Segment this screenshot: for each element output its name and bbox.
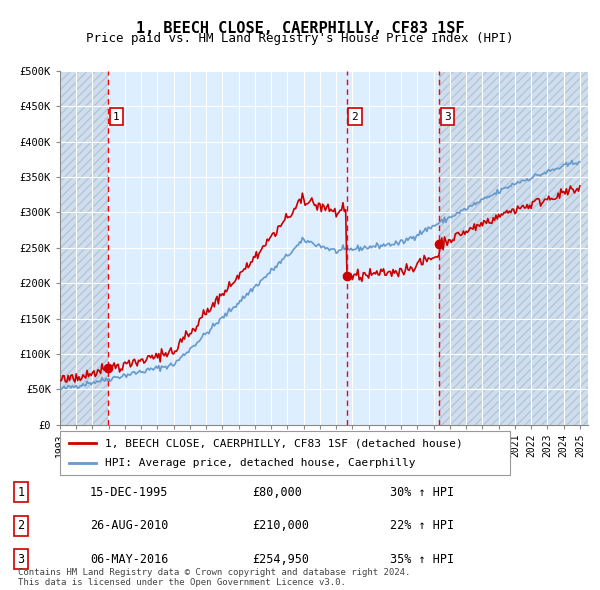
Text: 2: 2	[352, 112, 358, 122]
Text: 26-AUG-2010: 26-AUG-2010	[90, 519, 169, 532]
Text: 22% ↑ HPI: 22% ↑ HPI	[390, 519, 454, 532]
Bar	[60, 71, 108, 425]
Text: 35% ↑ HPI: 35% ↑ HPI	[390, 553, 454, 566]
Text: 30% ↑ HPI: 30% ↑ HPI	[390, 486, 454, 499]
Text: 3: 3	[444, 112, 451, 122]
Text: 1: 1	[113, 112, 120, 122]
Text: 1: 1	[17, 486, 25, 499]
Text: 1, BEECH CLOSE, CAERPHILLY, CF83 1SF (detached house): 1, BEECH CLOSE, CAERPHILLY, CF83 1SF (de…	[105, 438, 463, 448]
Text: 1, BEECH CLOSE, CAERPHILLY, CF83 1SF: 1, BEECH CLOSE, CAERPHILLY, CF83 1SF	[136, 21, 464, 35]
Text: £254,950: £254,950	[252, 553, 309, 566]
FancyBboxPatch shape	[60, 431, 510, 475]
Text: 2: 2	[17, 519, 25, 532]
Text: Price paid vs. HM Land Registry's House Price Index (HPI): Price paid vs. HM Land Registry's House …	[86, 32, 514, 45]
Text: £80,000: £80,000	[252, 486, 302, 499]
Text: HPI: Average price, detached house, Caerphilly: HPI: Average price, detached house, Caer…	[105, 458, 415, 467]
Text: Contains HM Land Registry data © Crown copyright and database right 2024.
This d: Contains HM Land Registry data © Crown c…	[18, 568, 410, 587]
Text: 06-MAY-2016: 06-MAY-2016	[90, 553, 169, 566]
Text: 15-DEC-1995: 15-DEC-1995	[90, 486, 169, 499]
Bar	[439, 71, 588, 425]
Text: £210,000: £210,000	[252, 519, 309, 532]
Text: 3: 3	[17, 553, 25, 566]
